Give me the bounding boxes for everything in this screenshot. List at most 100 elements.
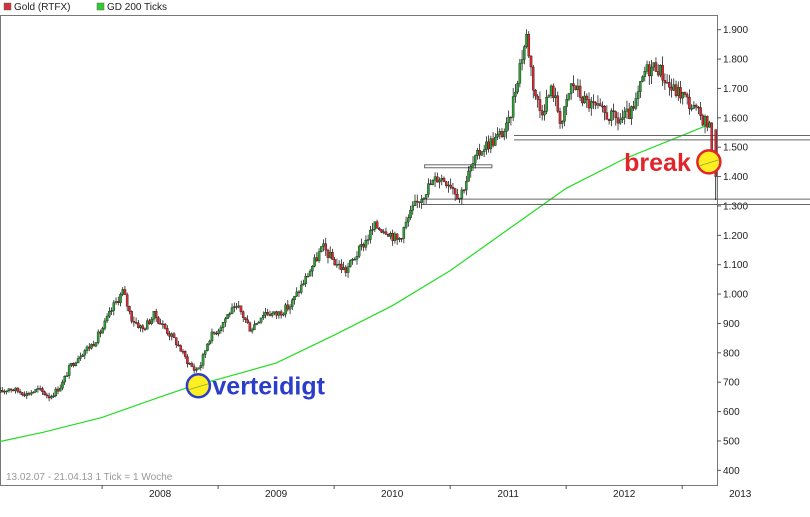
candle-body bbox=[264, 312, 267, 316]
candle-body bbox=[195, 368, 198, 371]
candle-body bbox=[661, 65, 664, 81]
candle bbox=[462, 188, 466, 194]
candle bbox=[284, 302, 287, 318]
candle bbox=[166, 325, 169, 336]
candle-body bbox=[266, 312, 269, 315]
candle bbox=[355, 251, 359, 265]
candle bbox=[331, 248, 334, 260]
candle-body bbox=[391, 233, 394, 241]
candle-body bbox=[132, 321, 136, 323]
candle bbox=[197, 367, 200, 370]
candle bbox=[74, 361, 78, 367]
candle-body bbox=[293, 295, 296, 301]
y-tick-label: 700 bbox=[723, 378, 740, 389]
candle-body bbox=[668, 82, 671, 88]
candle-body bbox=[415, 200, 419, 203]
candle-body bbox=[123, 289, 127, 295]
candle-body bbox=[665, 82, 669, 84]
candle bbox=[58, 384, 62, 392]
candle bbox=[531, 65, 535, 99]
candle-body bbox=[92, 344, 95, 347]
candle-body bbox=[29, 392, 33, 395]
candle-body bbox=[511, 96, 515, 118]
candle bbox=[411, 201, 415, 215]
candle-body bbox=[449, 184, 452, 188]
candle-body bbox=[74, 362, 78, 366]
candle bbox=[125, 292, 129, 312]
candle-body bbox=[244, 317, 247, 320]
candle-body bbox=[659, 65, 662, 76]
candle bbox=[259, 317, 263, 324]
candle bbox=[509, 116, 513, 126]
candle-body bbox=[7, 388, 11, 392]
annotation-marker-line bbox=[698, 159, 719, 167]
candle-body bbox=[297, 291, 301, 294]
candle bbox=[518, 58, 522, 88]
candle bbox=[395, 233, 399, 245]
candle-body bbox=[241, 311, 245, 318]
candle-body bbox=[694, 104, 698, 108]
candle bbox=[663, 73, 667, 90]
candle-body bbox=[473, 155, 477, 164]
candle bbox=[154, 308, 158, 322]
candle-body bbox=[38, 388, 42, 390]
candle bbox=[565, 94, 568, 116]
candle bbox=[302, 279, 305, 286]
candle bbox=[578, 79, 582, 102]
candle-body bbox=[583, 95, 586, 104]
candle-body bbox=[409, 210, 412, 218]
candle bbox=[65, 371, 69, 377]
candle-body bbox=[199, 365, 203, 368]
candle-body bbox=[467, 170, 470, 182]
candle-body bbox=[355, 256, 359, 260]
candle bbox=[248, 321, 252, 332]
candle bbox=[67, 363, 71, 379]
candle bbox=[560, 120, 564, 129]
candle-body bbox=[572, 83, 575, 86]
candle bbox=[61, 379, 64, 391]
candle bbox=[402, 226, 406, 244]
candle-body bbox=[246, 319, 249, 323]
y-tick-label: 1.400 bbox=[723, 172, 748, 183]
candle-body bbox=[333, 259, 336, 266]
candle-body bbox=[427, 183, 430, 195]
candle-body bbox=[304, 275, 307, 285]
candle bbox=[228, 311, 232, 318]
candle-body bbox=[302, 283, 305, 286]
candle bbox=[619, 113, 622, 125]
candle-body bbox=[500, 131, 504, 138]
candle bbox=[221, 321, 225, 333]
candle-body bbox=[592, 101, 595, 103]
candle bbox=[282, 312, 285, 317]
candle bbox=[460, 187, 464, 205]
candle bbox=[137, 320, 140, 329]
candle-body bbox=[50, 396, 53, 399]
info-text: 13.02.07 - 21.04.13 1 Tick = 1 Woche bbox=[6, 472, 173, 483]
candle bbox=[32, 391, 35, 394]
candle bbox=[308, 269, 312, 277]
candle-body bbox=[641, 76, 644, 82]
legend: Gold (RTFX) GD 200 Ticks bbox=[3, 2, 167, 13]
candle-body bbox=[121, 289, 124, 295]
candle-body bbox=[598, 103, 602, 107]
candle-body bbox=[685, 94, 689, 98]
candle bbox=[349, 259, 352, 268]
candle bbox=[90, 343, 93, 350]
candle-body bbox=[545, 97, 548, 112]
y-tick-label: 1.200 bbox=[723, 231, 748, 242]
candle bbox=[18, 388, 22, 395]
y-tick-label: 1.700 bbox=[723, 84, 748, 95]
candle-body bbox=[389, 233, 392, 237]
candle-body bbox=[0, 390, 4, 393]
candle bbox=[123, 285, 127, 295]
candle bbox=[547, 94, 551, 98]
candle bbox=[244, 317, 247, 323]
candle-body bbox=[462, 189, 466, 192]
candle bbox=[195, 367, 198, 373]
candle bbox=[471, 156, 475, 171]
candle-body bbox=[257, 322, 261, 324]
candle-body bbox=[625, 108, 629, 112]
candle bbox=[502, 128, 506, 141]
candle-body bbox=[547, 95, 551, 98]
candle bbox=[643, 66, 647, 82]
